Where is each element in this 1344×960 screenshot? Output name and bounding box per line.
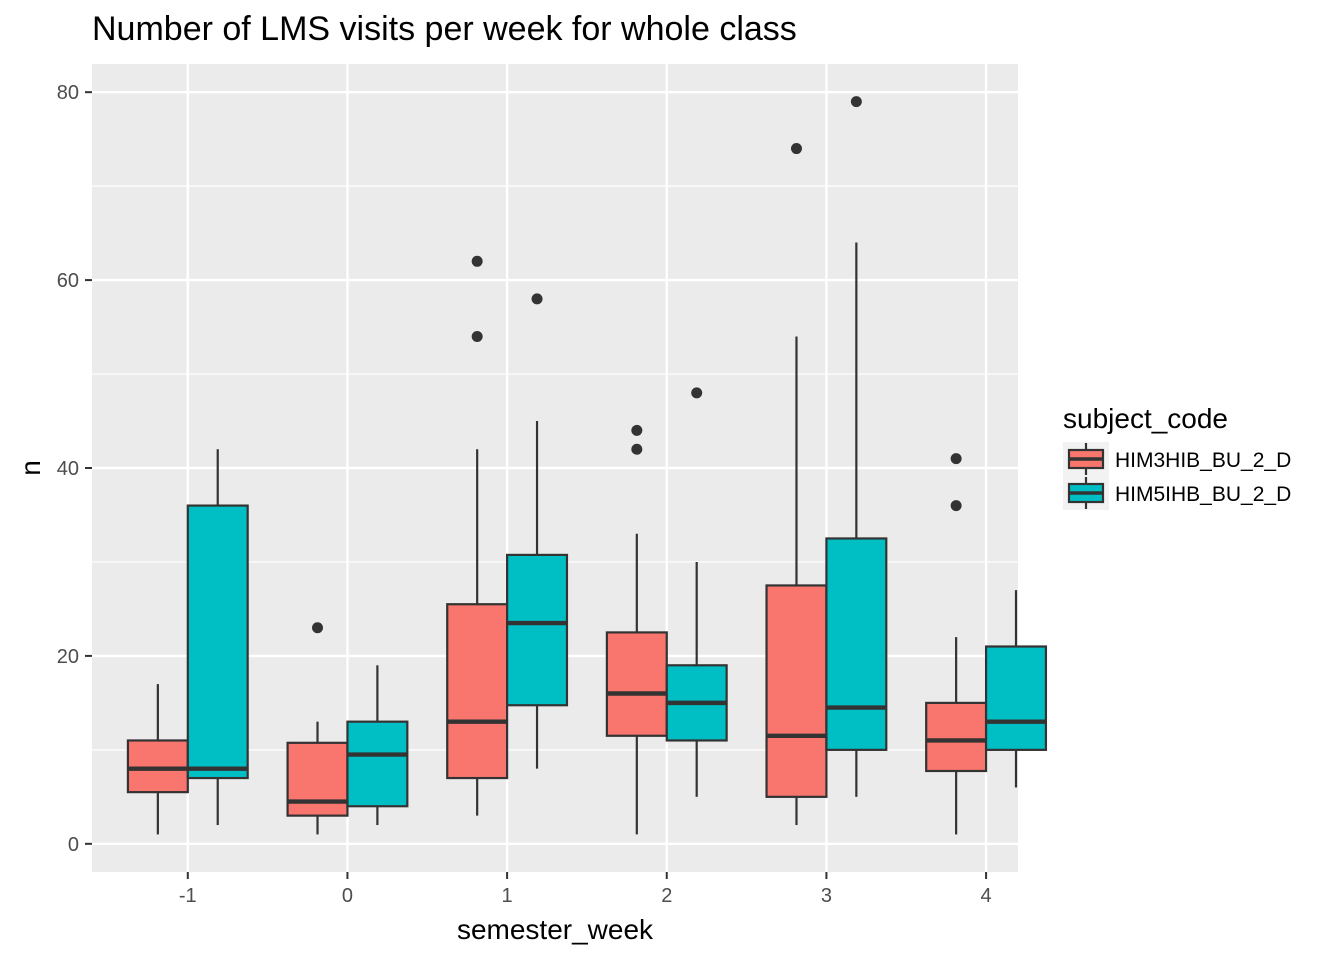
y-tick-label: 0 [68,834,79,856]
box-iqr [346,720,409,808]
legend: subject_code HIM3HIB_BU_2_D HIM5IHB_BU_2_… [1063,403,1291,510]
outlier-point [691,387,703,399]
box-week-3 [765,143,828,826]
x-tick-label: 3 [821,885,832,907]
y-tick-label: 80 [57,82,79,104]
box-week-0 [346,665,409,826]
x-axis: -1 0 1 2 3 4 [179,872,992,907]
outlier-point [790,143,802,155]
legend-title: subject_code [1063,403,1228,434]
box-iqr [126,739,189,794]
outlier-point [950,500,962,512]
x-axis-title: semester_week [457,914,654,945]
box-iqr [984,645,1048,751]
x-tick-label: 4 [981,885,992,907]
box-series [126,96,1048,835]
x-tick-label: 1 [502,885,513,907]
box-iqr [186,504,249,780]
outlier-point [471,255,483,267]
series-HIM5IHB_BU_2_D [186,96,1048,826]
box-week-4 [984,590,1048,788]
series-HIM3HIB_BU_2_D [126,143,988,835]
box-iqr [765,584,828,798]
box-week-1 [446,255,509,816]
y-tick-label: 60 [57,270,79,292]
x-tick-label: 0 [342,885,353,907]
outlier-point [531,293,543,305]
x-tick-label: 2 [661,885,672,907]
chart-title: Number of LMS visits per week for whole … [92,10,797,48]
outlier-point [312,622,324,634]
box-iqr [925,701,988,773]
legend-key [1063,442,1109,476]
y-tick-label: 40 [57,458,79,480]
y-tick-label: 20 [57,646,79,668]
legend-key [1063,476,1109,510]
x-tick-label: -1 [179,885,197,907]
box-iqr [506,553,569,707]
outlier-point [631,443,643,455]
y-axis-title: n [15,460,46,476]
box-iqr [446,603,509,780]
box-week-0 [286,622,349,835]
y-axis: 0 20 40 60 80 [57,82,92,856]
outlier-point [631,424,643,436]
outlier-point [471,330,483,342]
box-iqr [286,741,349,817]
box-week-1 [506,293,569,769]
box-week--1 [186,449,249,826]
box-iqr [605,631,668,737]
legend-label: HIM3HIB_BU_2_D [1115,449,1291,472]
box-week--1 [126,684,189,835]
box-iqr [825,537,888,751]
outlier-point [850,96,862,108]
box-week-2 [665,387,728,797]
legend-label: HIM5IHB_BU_2_D [1115,483,1291,506]
box-week-3 [825,96,888,797]
outlier-point [950,453,962,465]
